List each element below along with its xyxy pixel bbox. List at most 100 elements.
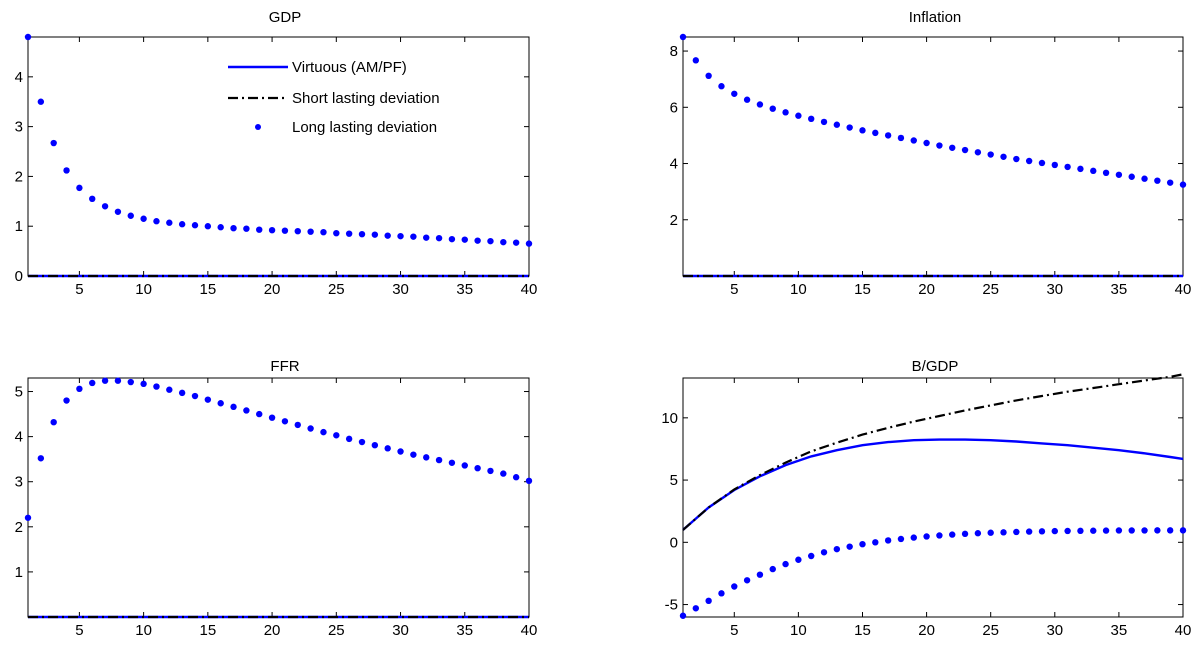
data-point xyxy=(320,428,327,436)
data-point xyxy=(24,514,32,521)
y-tick-label: 4 xyxy=(15,69,23,86)
data-point xyxy=(987,529,994,536)
data-point xyxy=(769,565,776,573)
y-tick-label: 3 xyxy=(15,474,23,491)
data-point xyxy=(114,208,122,215)
x-tick-label: 30 xyxy=(392,622,409,639)
x-tick-label: 30 xyxy=(1046,281,1063,298)
data-point xyxy=(936,532,943,539)
x-tick-label: 15 xyxy=(854,622,871,639)
data-point xyxy=(756,571,764,578)
data-point xyxy=(692,57,700,64)
x-tick-label: 5 xyxy=(730,281,738,298)
data-point xyxy=(1179,527,1187,534)
x-tick-label: 15 xyxy=(200,622,217,639)
x-tick-label: 5 xyxy=(75,622,83,639)
data-point xyxy=(423,234,430,241)
data-point xyxy=(833,121,841,128)
x-tick-label: 20 xyxy=(264,622,281,639)
data-point xyxy=(1064,163,1071,171)
data-point xyxy=(910,137,917,144)
data-point xyxy=(204,396,212,403)
y-tick-label: 0 xyxy=(15,268,23,285)
data-point xyxy=(820,549,828,556)
data-point xyxy=(1038,159,1046,167)
data-point xyxy=(1090,527,1097,534)
data-point xyxy=(217,400,224,407)
data-point xyxy=(859,540,866,548)
legend-box xyxy=(222,48,504,140)
data-point xyxy=(256,410,263,418)
data-point xyxy=(1128,527,1135,534)
data-point xyxy=(808,552,815,560)
x-tick-label: 20 xyxy=(264,281,281,298)
data-point xyxy=(423,454,430,461)
data-point xyxy=(1166,179,1174,186)
data-point xyxy=(178,389,186,397)
data-point xyxy=(204,223,212,230)
axes-frame xyxy=(682,36,1184,277)
series-virtuous-line xyxy=(682,438,1184,531)
data-point xyxy=(1064,527,1071,535)
data-point xyxy=(333,229,340,237)
x-tick-label: 35 xyxy=(456,281,473,298)
data-point xyxy=(397,448,404,455)
data-point xyxy=(743,96,751,103)
data-point xyxy=(268,226,276,234)
data-point xyxy=(872,129,879,137)
data-point xyxy=(679,33,687,41)
data-point xyxy=(820,118,828,126)
y-tick-label: 0 xyxy=(670,534,678,551)
data-point xyxy=(731,90,738,97)
legend-swatch-long xyxy=(255,124,261,130)
data-point xyxy=(230,403,237,411)
x-tick-label: 35 xyxy=(456,622,473,639)
data-point xyxy=(358,230,366,238)
data-point xyxy=(448,459,456,466)
data-point xyxy=(1154,177,1161,184)
data-point xyxy=(487,237,494,245)
data-point xyxy=(1077,165,1084,173)
data-point xyxy=(974,530,982,537)
data-point xyxy=(371,231,379,238)
data-point xyxy=(1128,173,1135,180)
y-tick-label: 4 xyxy=(15,429,23,446)
data-point xyxy=(987,151,994,158)
data-point xyxy=(281,227,289,234)
panel-title: Inflation xyxy=(909,9,962,26)
data-point xyxy=(191,392,199,400)
data-point xyxy=(50,418,57,426)
data-point xyxy=(76,184,83,192)
data-point xyxy=(371,441,379,449)
data-point xyxy=(333,432,340,439)
x-tick-label: 10 xyxy=(135,281,152,298)
data-point xyxy=(1051,527,1058,535)
panel-title: B/GDP xyxy=(912,358,959,375)
data-point xyxy=(63,167,70,174)
data-point xyxy=(833,545,841,553)
data-point xyxy=(474,237,481,244)
panel-ffr: FFR 5 10 15 20 25 30 35 40 1 2 3 4 5 xyxy=(15,358,538,639)
legend: Virtuous (AM/PF) Short lasting deviation… xyxy=(222,48,504,140)
data-point xyxy=(512,239,520,246)
data-point xyxy=(1077,527,1084,535)
data-point xyxy=(731,583,738,590)
y-tick-label: 2 xyxy=(670,212,678,229)
legend-label-short: Short lasting deviation xyxy=(292,90,440,107)
data-point xyxy=(795,556,802,563)
data-point xyxy=(294,227,301,235)
data-point xyxy=(191,222,199,229)
data-point xyxy=(1179,181,1187,188)
data-point xyxy=(525,477,533,485)
x-tick-label: 20 xyxy=(918,622,935,639)
data-point xyxy=(89,379,96,387)
data-point xyxy=(897,134,905,142)
axes-frame xyxy=(682,377,1184,618)
x-tick-label: 40 xyxy=(1175,622,1192,639)
data-point xyxy=(461,462,468,469)
axes-frame xyxy=(27,377,530,618)
data-point xyxy=(756,101,764,108)
data-point xyxy=(153,218,160,225)
data-point xyxy=(692,605,700,612)
data-point xyxy=(101,377,109,384)
